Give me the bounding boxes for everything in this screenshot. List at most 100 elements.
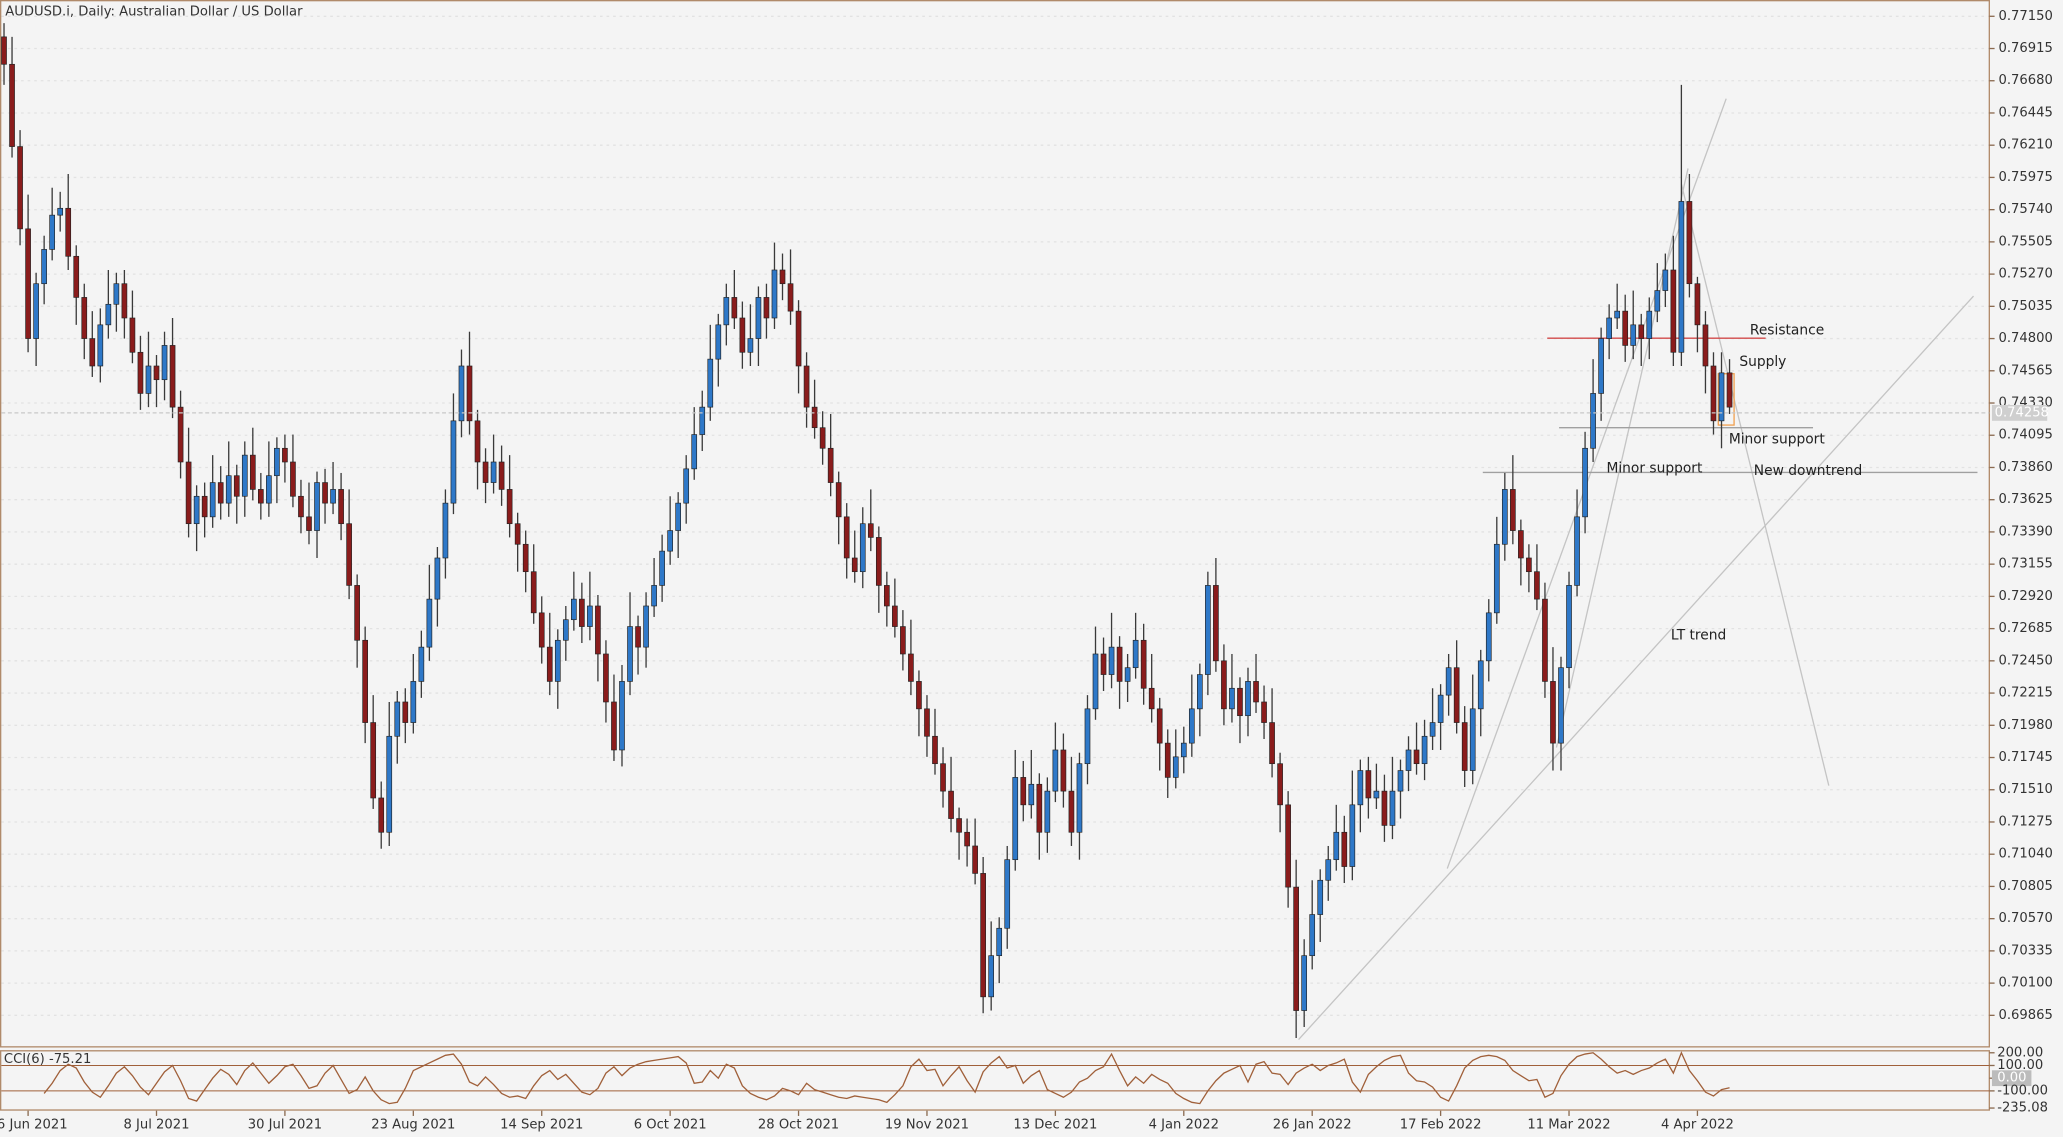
candle-body: [651, 585, 657, 607]
candle-body: [1092, 653, 1099, 710]
candle-body: [370, 722, 377, 799]
candle-body: [1670, 269, 1677, 353]
candle-body: [755, 297, 762, 339]
y-tick-label: 0.72685: [1999, 621, 2053, 636]
y-tick-label: 0.76445: [1999, 105, 2053, 120]
candle-body: [17, 146, 23, 230]
downtrend-line: [1680, 184, 1830, 786]
candle-body: [1309, 914, 1316, 957]
candle-body: [161, 345, 168, 381]
candle-body: [129, 317, 136, 353]
y-tick-label: 0.75270: [1999, 267, 2053, 282]
candle-body: [1574, 516, 1580, 586]
annotation: LT trend: [1671, 628, 1726, 644]
candle-body: [579, 598, 585, 627]
candle-body: [1036, 783, 1043, 833]
candle-body: [851, 557, 858, 573]
candle-body: [298, 495, 304, 518]
candle-body: [266, 475, 272, 504]
candle-body: [57, 207, 64, 216]
candle-body: [1421, 735, 1428, 765]
y-tick-label: 0.74800: [1999, 331, 2053, 346]
candle-body: [1694, 283, 1701, 326]
annotation: Minor support: [1729, 432, 1826, 448]
candle-body: [169, 345, 176, 408]
candle-body: [771, 269, 778, 319]
y-tick-label: 0.75505: [1999, 234, 2053, 249]
candle-body: [924, 708, 930, 737]
candle-body: [1526, 557, 1532, 573]
candle-body: [185, 461, 192, 525]
candle-body: [1084, 708, 1091, 765]
candle-body: [241, 454, 248, 497]
candle-body: [434, 557, 441, 600]
candle-body: [1068, 790, 1075, 833]
candle-body: [274, 447, 280, 477]
candle-body: [988, 955, 995, 998]
candle-body: [859, 523, 866, 573]
candle-body: [1164, 742, 1171, 778]
candle-body: [659, 550, 665, 586]
candle-body: [1413, 749, 1420, 765]
candle-body: [121, 283, 128, 319]
candle-body: [290, 461, 296, 497]
y2-tick-label: 100.00: [1997, 1058, 2043, 1073]
candle-body: [1381, 790, 1388, 826]
y-tick-label: 0.75035: [1999, 299, 2053, 314]
candle-body: [603, 653, 609, 703]
lt-trend-line: [1298, 295, 1975, 1041]
candle-body: [346, 523, 352, 586]
candle-body: [1349, 804, 1356, 867]
candle-body: [1020, 777, 1027, 806]
current-price-box: [1991, 404, 2048, 421]
y-tick-label: 0.73625: [1999, 492, 2053, 507]
candle-body: [482, 461, 489, 483]
candle-body: [177, 406, 184, 463]
candle-body: [635, 626, 641, 648]
candle-body: [1213, 585, 1219, 662]
candle-body: [948, 790, 954, 819]
candle-body: [458, 365, 465, 422]
candle-body: [1614, 310, 1621, 319]
candle-body: [747, 338, 754, 353]
candle-body: [835, 482, 842, 518]
candle-body: [571, 598, 577, 621]
candle-body: [1261, 701, 1267, 723]
candle-body: [996, 927, 1003, 957]
candle-body: [1237, 687, 1243, 717]
candle-body: [1453, 667, 1460, 723]
y-tick-label: 0.71510: [1999, 782, 2053, 797]
candle-body: [201, 495, 208, 518]
candle-body: [1718, 372, 1725, 422]
y-tick-label: 0.73860: [1999, 460, 2053, 475]
candle-body: [1582, 447, 1588, 518]
candle-body: [1702, 324, 1709, 367]
candle-body: [1004, 859, 1011, 929]
trend-line: [1555, 168, 1689, 748]
candle-body: [402, 701, 409, 723]
candle-body: [1253, 681, 1259, 703]
candle-body: [113, 283, 120, 305]
candle-body: [474, 420, 481, 463]
candle-body: [153, 365, 160, 381]
candle-body: [330, 489, 336, 504]
y-tick-label: 0.71745: [1999, 750, 2053, 765]
annotation: Minor support: [1606, 460, 1703, 476]
candle-body: [1678, 201, 1685, 353]
candle-body: [1493, 543, 1500, 614]
y-tick-label: 0.70100: [1999, 976, 2053, 991]
candle-body: [1518, 530, 1524, 559]
candle-body: [667, 530, 673, 552]
candle-body: [1357, 770, 1364, 806]
candle-body: [65, 207, 72, 257]
y-tick-label: 0.76210: [1999, 138, 2053, 153]
candle-body: [715, 324, 722, 360]
candle-body: [723, 297, 730, 326]
y2-tick-label: -235.08: [1997, 1101, 2048, 1116]
candle-body: [1052, 749, 1059, 792]
candle-body: [787, 283, 794, 312]
candle-body: [1477, 660, 1484, 710]
candle-body: [940, 763, 946, 792]
